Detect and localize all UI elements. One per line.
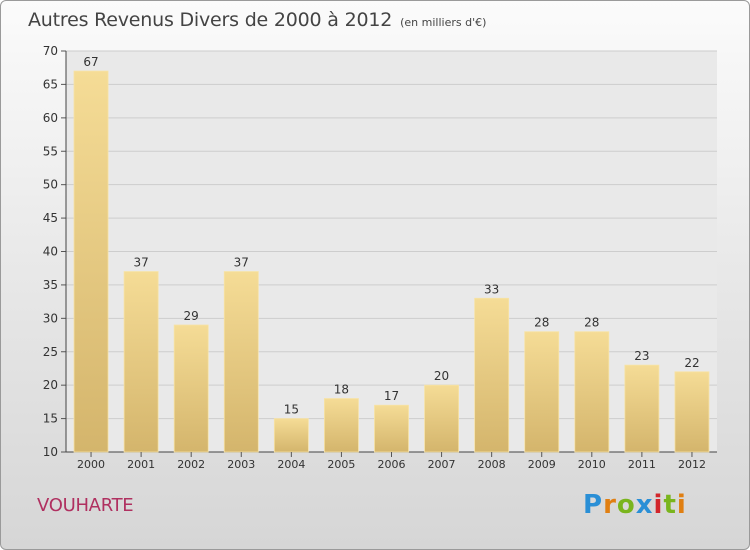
y-tick-label: 55 [43, 144, 58, 158]
bar [524, 331, 560, 453]
data-label: 15 [284, 403, 299, 417]
bar [474, 297, 510, 453]
bar [574, 331, 610, 453]
bar [223, 271, 259, 453]
x-tick-label: 2001 [127, 458, 155, 471]
data-label: 17 [384, 389, 399, 403]
y-tick-label: 10 [43, 445, 58, 459]
data-label: 28 [534, 316, 549, 330]
y-tick-label: 70 [43, 44, 58, 58]
y-tick-label: 20 [43, 378, 58, 392]
x-tick-label: 2009 [528, 458, 556, 471]
bar [374, 404, 409, 453]
data-label: 28 [584, 316, 599, 330]
data-label: 18 [334, 383, 349, 397]
y-tick-label: 45 [43, 211, 58, 225]
data-label: 67 [83, 55, 98, 69]
bar [73, 70, 109, 453]
y-tick-label: 60 [43, 111, 58, 125]
chart-title-main: Autres Revenus Divers de 2000 à 2012 [28, 9, 393, 31]
bar [123, 271, 159, 453]
y-tick-label: 15 [43, 412, 58, 426]
proxiti-logo: Proxiti [583, 490, 687, 520]
bar [424, 384, 460, 453]
y-tick-label: 30 [43, 311, 58, 325]
x-tick-label: 2008 [478, 458, 506, 471]
x-tick-label: 2010 [578, 458, 606, 471]
data-label: 37 [234, 256, 249, 270]
y-tick-label: 35 [43, 278, 58, 292]
x-tick-label: 2006 [378, 458, 406, 471]
y-tick-label: 50 [43, 178, 58, 192]
data-label: 37 [133, 256, 148, 270]
x-tick-label: 2004 [277, 458, 305, 471]
x-tick-label: 2002 [177, 458, 205, 471]
x-tick-label: 2003 [227, 458, 255, 471]
location-name: VOUHARTE [37, 495, 134, 516]
x-tick-label: 2011 [628, 458, 656, 471]
data-label: 22 [684, 356, 699, 370]
chart-title: Autres Revenus Divers de 2000 à 2012 (en … [28, 9, 486, 31]
chart-title-unit: (en milliers d'€) [400, 16, 487, 29]
bar [674, 371, 710, 453]
data-label: 29 [184, 309, 199, 323]
x-tick-label: 2005 [327, 458, 355, 471]
x-tick-label: 2007 [428, 458, 456, 471]
bar [323, 398, 359, 453]
bar [273, 418, 309, 453]
bar [173, 324, 209, 453]
y-tick-label: 25 [43, 345, 58, 359]
x-tick-label: 2000 [77, 458, 105, 471]
bar [624, 364, 660, 453]
y-tick-label: 40 [43, 245, 58, 259]
y-tick-label: 65 [43, 77, 58, 91]
data-label: 20 [434, 369, 449, 383]
data-label: 33 [484, 282, 499, 296]
x-tick-label: 2012 [678, 458, 706, 471]
data-label: 23 [634, 349, 649, 363]
